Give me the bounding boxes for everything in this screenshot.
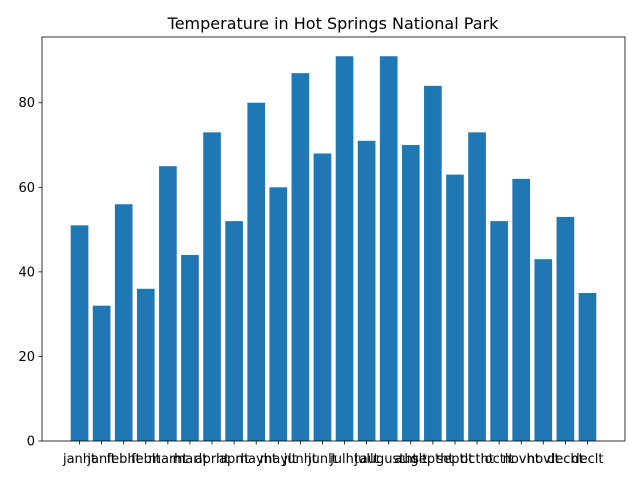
x-tick-label: octlt: [485, 452, 514, 467]
bar-janlt: [92, 305, 111, 441]
x-tick-label: feblt: [131, 452, 161, 467]
plot-frame: [41, 36, 626, 442]
bar-julht: [335, 56, 354, 441]
bar-aprlt: [225, 221, 243, 441]
x-tick-label: febht: [107, 452, 141, 467]
y-tick-label: 60: [18, 181, 35, 196]
bar-novht: [512, 178, 531, 441]
x-tick-label: aprlt: [219, 452, 249, 467]
x-tick-label: septlt: [437, 452, 474, 467]
bar-novlt: [534, 259, 553, 441]
x-tick-label: aprht: [195, 452, 230, 467]
bar-auglt: [401, 145, 420, 441]
x-tick-label: julht: [329, 452, 359, 467]
x-tick-label: jullt: [354, 452, 379, 467]
bar-mayht: [247, 102, 266, 441]
x-tick-label: decht: [547, 452, 584, 467]
y-axis-ticks: 0 20 40 60 80: [18, 96, 42, 450]
bars-group: [70, 56, 597, 442]
bar-augustht: [379, 56, 398, 441]
bar-aprht: [203, 132, 221, 441]
bar-octlt: [490, 221, 508, 441]
x-tick-label: marlt: [173, 452, 208, 467]
bar-decht: [556, 216, 575, 441]
x-tick-label: septht: [412, 452, 453, 467]
x-tick-label: janht: [62, 452, 96, 467]
x-tick-label: declt: [571, 452, 603, 467]
bar-marht: [159, 166, 177, 441]
bar-marlt: [181, 254, 199, 441]
bar-octht: [468, 132, 486, 441]
x-tick-label: janlt: [86, 452, 116, 467]
chart-title: Temperature in Hot Springs National Park: [167, 14, 499, 33]
bar-junht: [291, 73, 310, 442]
y-tick-label: 40: [18, 265, 35, 280]
x-tick-label: mayht: [235, 452, 277, 467]
bar-maylt: [269, 187, 288, 441]
x-tick-label: augustht: [360, 452, 418, 467]
x-tick-label: novlt: [527, 452, 560, 467]
x-tick-label: junht: [283, 452, 317, 467]
bar-junlt: [313, 153, 332, 442]
y-tick-label: 80: [18, 96, 35, 111]
x-axis-ticks: janhtjanltfebhtfebltmarhtmarltaprhtaprlt…: [62, 441, 604, 467]
x-tick-label: junlt: [307, 452, 337, 467]
bar-septlt: [446, 174, 464, 441]
bar-septht: [424, 85, 442, 441]
bar-feblt: [136, 288, 155, 441]
x-tick-label: octht: [460, 452, 494, 467]
bar-febht: [114, 204, 133, 441]
x-tick-label: marht: [148, 452, 187, 467]
x-tick-label: novht: [503, 452, 540, 467]
bar-janht: [70, 225, 89, 441]
x-tick-label: maylt: [260, 452, 297, 467]
y-tick-label: 20: [18, 350, 35, 365]
bar-declt: [578, 293, 597, 441]
bar-jullt: [357, 140, 376, 441]
y-tick-label: 0: [27, 435, 35, 450]
x-tick-label: auglt: [394, 452, 427, 467]
